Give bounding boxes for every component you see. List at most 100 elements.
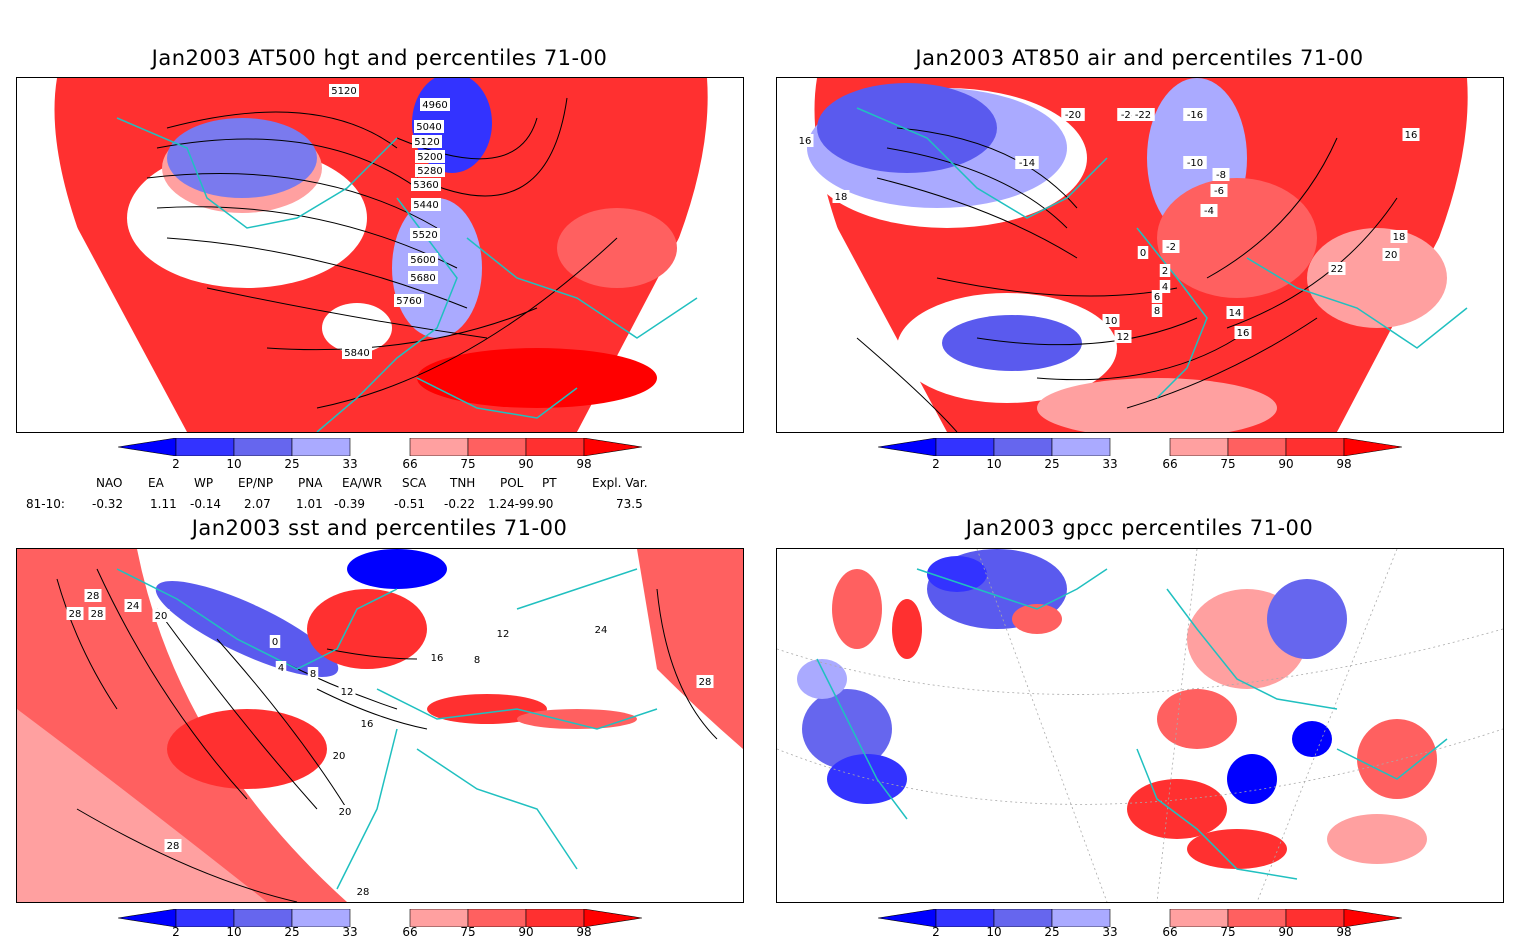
cbar-label: 75 (1220, 925, 1236, 939)
svg-text:5760: 5760 (396, 296, 421, 307)
svg-text:16: 16 (799, 136, 812, 147)
index-value: 2.07 (244, 497, 271, 511)
svg-text:16: 16 (431, 653, 444, 664)
svg-text:18: 18 (1393, 232, 1406, 243)
index-header: PT (542, 476, 557, 490)
contour-label: 16 (428, 651, 446, 664)
index-header: EA (148, 476, 164, 490)
contour-label: -6 (1210, 184, 1228, 197)
contour-label: 20 (330, 749, 348, 762)
cbar-label: 90 (1278, 925, 1294, 939)
cbar-label: 33 (1102, 457, 1118, 471)
svg-text:-20: -20 (1065, 110, 1081, 121)
contour-label: 5760 (394, 294, 424, 307)
svg-text:6: 6 (1154, 292, 1160, 303)
contour-label: 28 (164, 839, 182, 852)
svg-text:18: 18 (835, 192, 848, 203)
index-header: WP (194, 476, 214, 490)
panel2-title: Jan2003 AT850 air and percentiles 71-00 (915, 46, 1364, 70)
svg-text:8: 8 (310, 669, 316, 680)
svg-text:5440: 5440 (413, 200, 438, 211)
svg-text:14: 14 (1229, 308, 1242, 319)
contour-label: 8 (1151, 304, 1163, 317)
svg-text:5120: 5120 (331, 86, 356, 97)
svg-text:28: 28 (87, 591, 100, 602)
svg-text:5120: 5120 (414, 137, 439, 148)
contour-label: 6 (1151, 290, 1163, 303)
contour-label: -22 (1131, 108, 1155, 121)
contour-label: 5600 (408, 253, 438, 266)
index-value: 1.24-99.90 (488, 497, 554, 511)
panel2-colorbar (878, 438, 1402, 456)
index-value: -0.14 (190, 497, 222, 511)
contour-label: 16 (1402, 128, 1420, 141)
contour-label: -16 (1183, 108, 1207, 121)
svg-text:0: 0 (272, 637, 278, 648)
contour-label: -10 (1183, 156, 1207, 169)
svg-text:16: 16 (361, 719, 374, 730)
svg-text:-10: -10 (1187, 158, 1203, 169)
panel1-map: 5120 4960 5040 5120 5200 5280 5360 5440 5520 5600… (16, 77, 744, 433)
svg-text:5360: 5360 (413, 180, 438, 191)
svg-text:-16: -16 (1187, 110, 1203, 121)
contour-label: -8 (1212, 168, 1230, 181)
contour-label: 12 (494, 627, 512, 640)
contour-label: 22 (1328, 262, 1346, 275)
panel3-colorbar-labels: 2 10 25 33 66 75 90 98 (118, 925, 642, 940)
svg-text:5040: 5040 (416, 122, 441, 133)
contour-label: 16 (358, 717, 376, 730)
contour-label: 14 (1226, 306, 1244, 319)
cbar-label: 25 (1044, 457, 1060, 471)
svg-text:20: 20 (1385, 250, 1398, 261)
contour-label: 18 (832, 190, 850, 203)
svg-text:-2: -2 (1166, 242, 1176, 253)
panel2-colorbar-labels: 2 10 25 33 66 75 90 98 (878, 457, 1402, 473)
index-value: -0.51 (394, 497, 426, 511)
contour-label: 28 (88, 607, 106, 620)
svg-text:4: 4 (278, 663, 284, 674)
contour-label: 5200 (415, 150, 445, 163)
svg-text:20: 20 (339, 807, 352, 818)
panel3-colorbar (118, 909, 642, 927)
panel2-map: 16 18 -20 -24 -22 -16 -14 -10 -8 -6 -4 -2 0 2 4 6 8 10 12 1… (776, 77, 1504, 433)
cbar-label: 10 (226, 457, 242, 471)
svg-text:20: 20 (333, 751, 346, 762)
svg-text:12: 12 (497, 629, 510, 640)
contour-label: 10 (1102, 314, 1120, 327)
contour-label: -4 (1200, 204, 1218, 217)
cbar-label: 33 (342, 925, 358, 939)
contour-label: 20 (1382, 248, 1400, 261)
cbar-label: 90 (1278, 457, 1294, 471)
cbar-label: 2 (172, 457, 180, 471)
index-header: TNH (450, 476, 476, 490)
contour-label: 4 (1159, 280, 1171, 293)
contour-label: 12 (1114, 330, 1132, 343)
svg-text:12: 12 (341, 687, 354, 698)
svg-text:-22: -22 (1135, 110, 1151, 121)
contour-label: 12 (338, 685, 356, 698)
svg-text:5280: 5280 (417, 166, 442, 177)
svg-text:8: 8 (474, 655, 480, 666)
cbar-label: 75 (1220, 457, 1236, 471)
contour-label: 16 (796, 134, 814, 147)
cbar-label: 90 (518, 457, 534, 471)
cbar-label: 2 (172, 925, 180, 939)
svg-text:5840: 5840 (344, 348, 369, 359)
cbar-label: 66 (1162, 457, 1178, 471)
svg-text:5680: 5680 (410, 273, 435, 284)
cbar-label: 10 (986, 925, 1002, 939)
cbar-label: 75 (460, 457, 476, 471)
contour-label: 5360 (411, 178, 441, 191)
svg-text:28: 28 (69, 609, 82, 620)
cbar-label: 90 (518, 925, 534, 939)
contour-label: 5120 (329, 84, 359, 97)
svg-text:24: 24 (595, 625, 608, 636)
svg-text:-6: -6 (1214, 186, 1224, 197)
contour-label: 28 (696, 675, 714, 688)
cbar-label: 33 (342, 457, 358, 471)
contour-label: 28 (84, 589, 102, 602)
svg-text:2: 2 (1162, 266, 1168, 277)
cbar-label: 25 (284, 457, 300, 471)
contour-label: -14 (1015, 156, 1039, 169)
contour-label: 2 (1159, 264, 1171, 277)
